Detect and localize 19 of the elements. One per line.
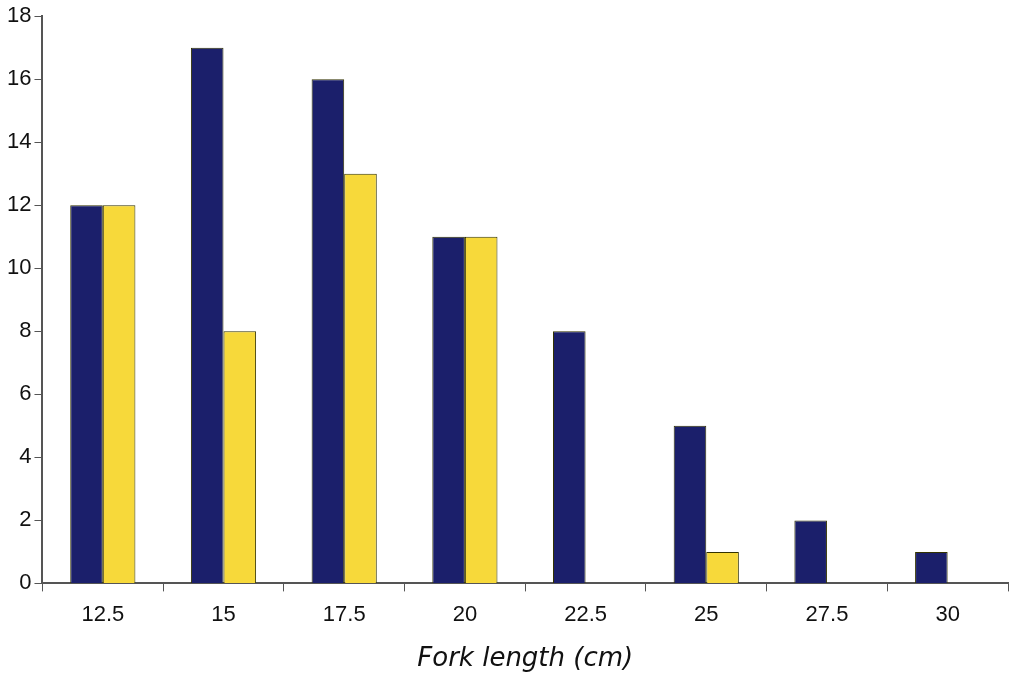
y-tick-label: 6 — [19, 380, 32, 406]
y-tick-label: 16 — [6, 65, 32, 91]
y-tick-label: 14 — [6, 128, 32, 154]
y-tick-label: 10 — [6, 254, 32, 280]
x-tick-label: 25 — [694, 600, 719, 626]
y-tick-label: 2 — [19, 506, 32, 532]
y-tick-label: 0 — [19, 569, 32, 595]
x-tick-label: 30 — [935, 600, 960, 626]
y-tick-label: 12 — [6, 191, 32, 217]
y-tick-label: 4 — [19, 443, 32, 469]
x-tick-label: 17.5 — [322, 600, 366, 626]
x-tick-label: 27.5 — [805, 600, 849, 626]
x-tick-label: 22.5 — [564, 600, 607, 626]
x-tick-label: 20 — [452, 600, 478, 626]
y-tick-label: 8 — [19, 317, 32, 343]
x-tick-label: 15 — [211, 600, 236, 626]
y-tick-label: 18 — [6, 2, 32, 28]
x-tick-label: 12.5 — [81, 600, 125, 626]
x-axis-title: Fork length (cm) — [417, 642, 634, 673]
